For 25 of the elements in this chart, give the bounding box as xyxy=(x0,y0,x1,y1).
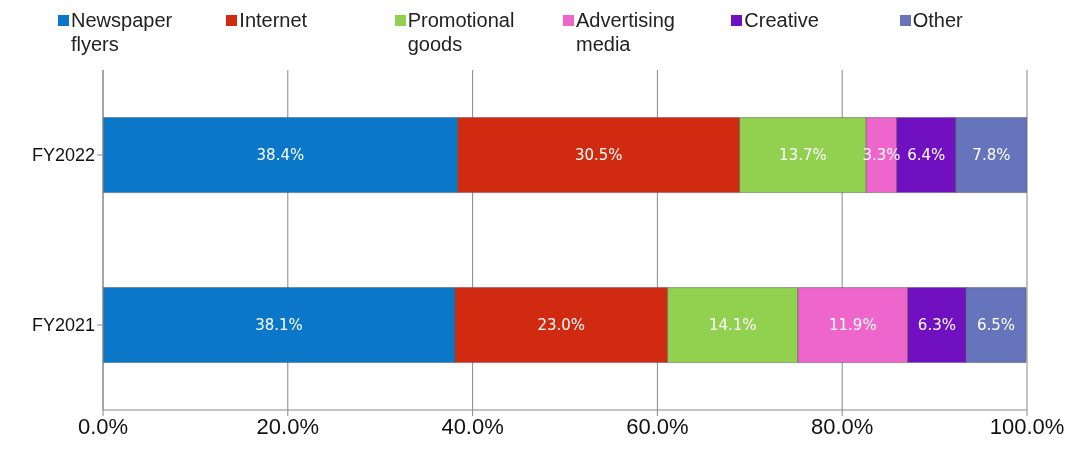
legend-label: Advertising media xyxy=(575,8,676,56)
data-label: 30.5% xyxy=(574,146,623,165)
x-tick-label: 40.0% xyxy=(441,413,504,439)
x-tick-label: 60.0% xyxy=(626,413,689,439)
y-tick-label: FY2022 xyxy=(31,145,95,166)
data-label: 6.5% xyxy=(976,316,1016,335)
data-label: 38.1% xyxy=(255,316,303,335)
data-label: 14.1% xyxy=(708,316,757,335)
legend-label: Promotional goods xyxy=(407,8,516,56)
legend-label: Newspaper flyers xyxy=(71,8,174,56)
x-tick-label: 20.0% xyxy=(256,413,319,439)
data-label: 6.3% xyxy=(917,316,956,335)
data-label: 6.4% xyxy=(907,146,946,165)
data-label: 38.4% xyxy=(256,146,305,165)
data-label: 7.8% xyxy=(972,146,1011,165)
legend-label: Creative xyxy=(744,8,820,32)
y-tick-label: FY2021 xyxy=(31,315,95,336)
x-tick-label: 80.0% xyxy=(811,413,874,439)
data-label: 13.7% xyxy=(779,146,827,165)
data-label: 11.9% xyxy=(829,316,877,335)
data-label: 23.0% xyxy=(537,316,586,335)
legend-label: Internet xyxy=(239,8,309,32)
legend-label: Other xyxy=(912,8,964,32)
x-tick-label: 100.0% xyxy=(989,413,1065,439)
x-tick-label: 0.0% xyxy=(77,413,129,439)
